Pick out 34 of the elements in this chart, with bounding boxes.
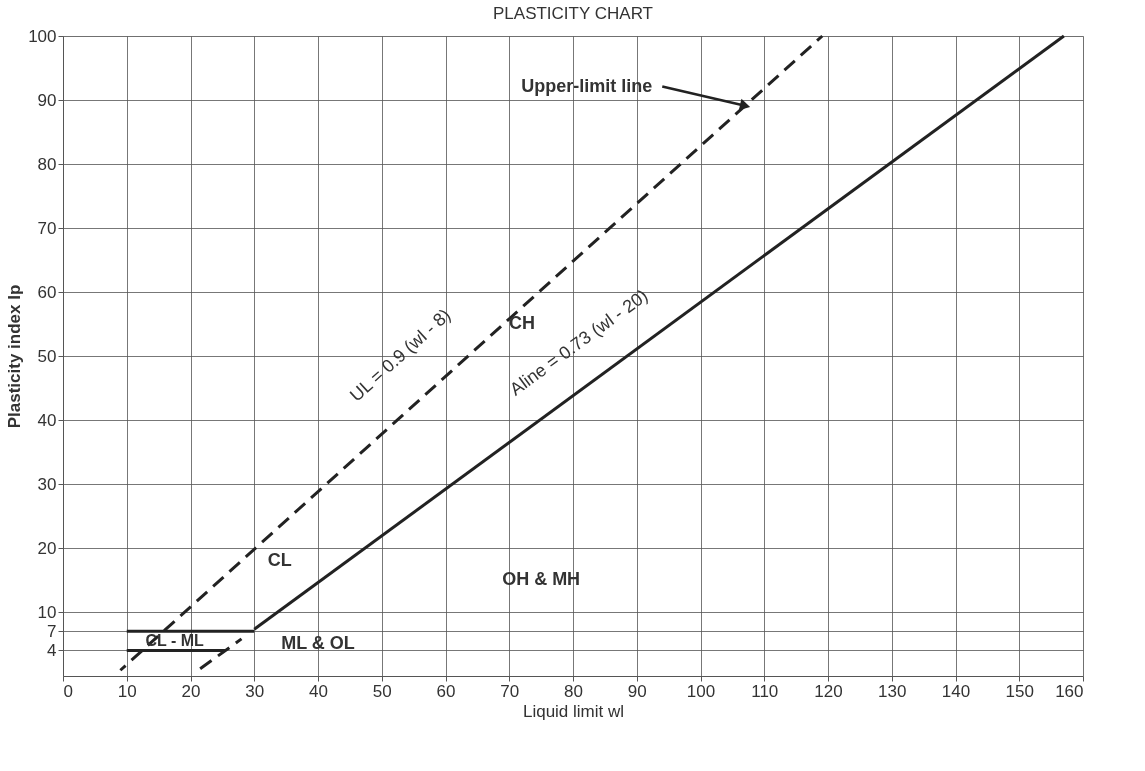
x-tick-label: 90 [627,681,647,701]
x-tick-label: 0 [63,681,73,701]
y-tick-label: 70 [37,218,57,238]
x-tick-label: 10 [117,681,137,701]
y-axis-title: Plasticity index Ip [5,284,25,429]
x-tick-label: 120 [814,681,843,701]
x-tick-label: 140 [941,681,971,701]
x-tick-label: 20 [181,681,201,701]
x-tick-label: 70 [500,681,520,701]
y-tick-label: 40 [37,410,57,430]
y-tick-label: 10 [37,602,57,622]
y-tick-label: 100 [28,26,57,46]
y-tick-label: 50 [37,346,57,366]
x-tick-label: 130 [878,681,907,701]
y-tick-label: 20 [37,538,57,558]
x-tick-label: 50 [372,681,392,701]
y-tick-label: 7 [47,621,57,641]
y-tick-label: 30 [37,474,57,494]
x-tick-label: 100 [686,681,716,701]
x-axis-title: Liquid limit wl [522,701,625,721]
annotation: UL = 0.9 (wl - 8) [346,304,455,406]
annotation: CL [267,549,292,570]
x-tick-label: 30 [245,681,265,701]
x-tick-label: 60 [436,681,456,701]
y-tick-label: 4 [47,640,57,660]
y-tick-label: 60 [37,282,57,302]
y-tick-label: 90 [37,90,57,110]
x-tick-label: 160 [1055,681,1084,701]
y-tick-label: 80 [37,154,57,174]
x-tick-label: 110 [751,681,779,701]
chart-title: PLASTICITY CHART [493,4,653,23]
x-tick-label: 40 [309,681,328,701]
x-tick-label: 80 [564,681,583,701]
x-tick-label: 150 [1005,681,1034,701]
